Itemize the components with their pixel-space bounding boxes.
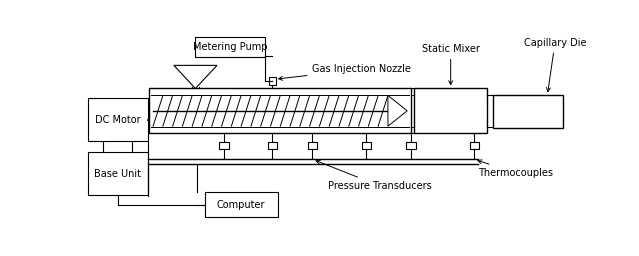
Text: Thermocouples: Thermocouples [478, 160, 553, 178]
Bar [362, 142, 371, 148]
Bar [414, 89, 488, 133]
Text: Computer: Computer [217, 200, 265, 210]
Text: Base Unit: Base Unit [94, 168, 141, 178]
Text: Static Mixer: Static Mixer [422, 44, 480, 84]
Bar [88, 152, 148, 195]
Bar [219, 142, 229, 148]
Bar [88, 99, 148, 141]
Text: Capillary Die: Capillary Die [524, 38, 586, 92]
Text: DC Motor: DC Motor [95, 115, 141, 125]
Bar [470, 142, 479, 148]
Polygon shape [388, 95, 407, 126]
Bar [268, 77, 276, 85]
Bar [406, 142, 415, 148]
Text: Pressure Transducers: Pressure Transducers [316, 160, 431, 191]
Text: Gas Injection Nozzle: Gas Injection Nozzle [279, 64, 412, 80]
Text: Metering Pump: Metering Pump [193, 42, 267, 52]
Bar [308, 142, 317, 148]
Bar [268, 142, 277, 148]
Bar [204, 193, 278, 217]
Bar [493, 95, 563, 128]
Polygon shape [174, 65, 217, 89]
Bar [150, 89, 411, 133]
Bar [196, 37, 265, 57]
